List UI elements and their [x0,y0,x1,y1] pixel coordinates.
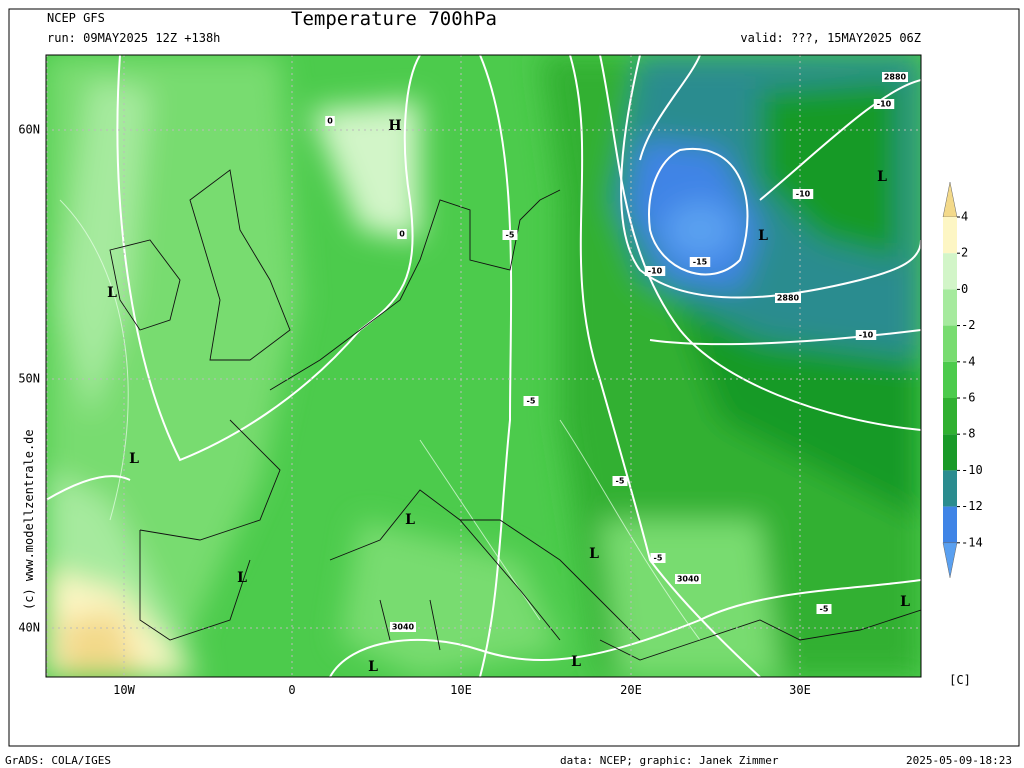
contour-label: 2880 [884,73,907,82]
lat-label: 50N [18,372,40,386]
contour-label: -15 [693,258,708,267]
copyright: (c) www.modellzentrale.de [22,429,36,610]
run-info: run: 09MAY2025 12Z +138h [47,31,220,45]
low-center: L [129,451,139,467]
low-center: L [758,228,768,244]
footer-right: 2025-05-09-18:23 [906,754,1012,767]
lon-label: 10E [450,683,472,697]
colorbar-band [943,434,957,471]
colorbar-label: -8 [961,427,975,441]
colorbar: 4 2 0 -2 -4 -6 -8 -10 -12 -14 [942,181,983,578]
contour-label: -5 [616,477,625,486]
page-frame [8,8,1020,747]
map-frame [45,54,922,678]
lon-label: 20E [620,683,642,697]
colorbar-band [943,361,957,398]
contour-label: -10 [648,267,663,276]
colorbar-label: -6 [961,391,975,405]
contour-label: -5 [654,554,663,563]
colorbar-band [943,470,957,507]
colorbar-cap [942,181,958,218]
colorbar-label: 2 [961,246,968,260]
contour-label-box [644,266,666,276]
lat-label: 40N [18,621,40,635]
contour-label-box [689,257,711,267]
colorbar-label: 0 [961,282,968,296]
colorbar-band [943,506,957,543]
colorbar-band [943,289,957,326]
contour-label-box [775,293,801,303]
map-field: H L L L L L L L L L L 2880-10-10-10-1528… [46,55,921,677]
contour-label: -5 [506,231,515,240]
contour-label-box [325,116,335,126]
lon-label: 10W [113,683,135,697]
contour-label-box [675,574,701,584]
contour-label: 3040 [677,575,700,584]
contour-label: 0 [327,117,333,126]
lon-label: 30E [789,683,811,697]
footer-left: GrADS: COLA/IGES [5,754,111,767]
colorbar-label: -12 [961,499,983,513]
contour-label-box [397,229,407,239]
low-center: L [589,546,599,562]
colorbar-unit: [C] [949,673,971,687]
colorbar-band [943,253,957,290]
contour-label: -10 [796,190,811,199]
colorbar-cap [942,542,958,578]
colorbar-band [943,217,957,254]
colorbar-label: -2 [961,318,975,332]
colorbar-label: -4 [961,354,975,368]
low-center: L [237,570,247,586]
colorbar-band [943,398,957,435]
contour-label: 0 [399,230,405,239]
contour-label-box [873,99,895,109]
colorbar-label: -14 [961,535,983,549]
contour-label-box [816,604,832,614]
contour-label-box [502,230,518,240]
colorbar-label: 4 [961,210,968,224]
low-center: L [107,285,117,301]
high-center: H [388,118,401,134]
contour-label: 3040 [392,623,415,632]
contour-label: -10 [877,100,892,109]
colorbar-band [943,325,957,362]
contour-label: 2880 [777,294,800,303]
contour-label-box [882,72,908,82]
contour-label-box [523,396,539,406]
model-name: NCEP GFS [47,11,105,25]
contour-label: -5 [820,605,829,614]
contour-label-box [390,622,416,632]
valid-time: valid: ???, 15MAY2025 06Z [740,31,921,45]
lat-label: 60N [18,123,40,137]
contour-label-box [612,476,628,486]
low-center: L [571,654,581,670]
contour-label-box [855,330,877,340]
contour-label: -10 [859,331,874,340]
contour-labels: 2880 -10 -10 -10 -15 2880 -10 -5 -5 -5 -5 3040 -5 304… [325,72,908,632]
low-center: L [405,512,415,528]
low-center: L [877,169,887,185]
contour-label-box [792,189,814,199]
contour-label-box [650,553,666,563]
low-center: L [900,594,910,610]
colorbar-label: -10 [961,463,983,477]
contour-label: -5 [527,397,536,406]
map-title: Temperature 700hPa [291,8,497,30]
footer-center: data: NCEP; graphic: Janek Zimmer [560,754,779,767]
lon-label: 0 [288,683,295,697]
low-center: L [368,659,378,675]
